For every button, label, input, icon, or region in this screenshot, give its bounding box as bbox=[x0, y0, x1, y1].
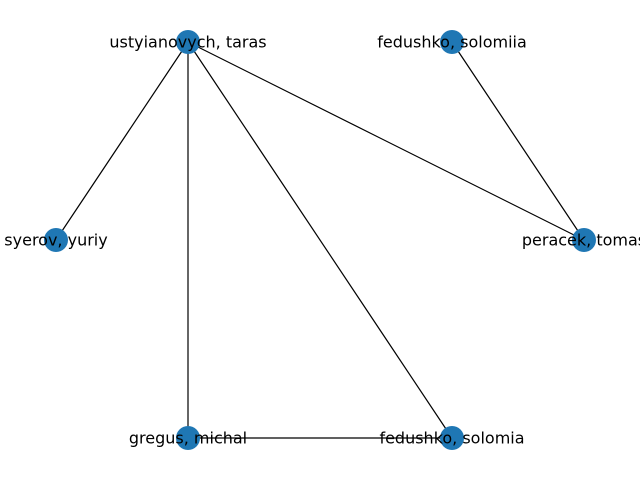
node-ustyianovych bbox=[176, 30, 200, 54]
node-peracek bbox=[572, 228, 596, 252]
node-label-ustyianovych: ustyianovych, taras bbox=[109, 33, 266, 52]
node-fedushko_solomia bbox=[440, 426, 464, 450]
edge-fedushko_solomiia-peracek bbox=[451, 41, 585, 241]
node-label-fedushko_solomia: fedushko, solomia bbox=[379, 429, 524, 448]
node-label-peracek: peracek, tomas bbox=[522, 231, 640, 250]
edge-ustyianovych-fedushko_solomia bbox=[187, 41, 453, 439]
node-label-gregus: gregus, michal bbox=[129, 429, 247, 448]
edge-ustyianovych-peracek bbox=[187, 41, 585, 241]
node-syerov bbox=[44, 228, 68, 252]
label-layer: ustyianovych, taras fedushko, solomiia sye… bbox=[4, 33, 640, 448]
node-layer bbox=[44, 30, 596, 450]
node-gregus bbox=[176, 426, 200, 450]
edge-layer bbox=[55, 41, 585, 439]
node-label-syerov: syerov, yuriy bbox=[4, 231, 107, 250]
node-label-fedushko_solomiia: fedushko, solomiia bbox=[377, 33, 527, 52]
edge-ustyianovych-syerov bbox=[55, 41, 189, 241]
node-fedushko_solomiia bbox=[440, 30, 464, 54]
